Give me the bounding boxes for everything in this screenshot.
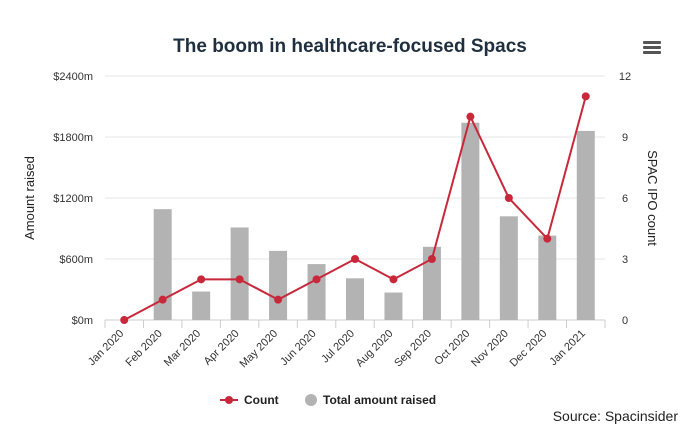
legend-count-label: Count: [244, 393, 279, 407]
x-tick-label: Jan 2021: [547, 328, 587, 368]
count-point: [158, 295, 167, 304]
legend-count-marker: [225, 396, 233, 404]
y-right-tick-label: 6: [622, 193, 628, 205]
y-right-tick-label: 0: [622, 315, 628, 327]
x-tick-label: Nov 2020: [469, 328, 511, 370]
y-left-tick-label: $1800m: [53, 132, 93, 144]
count-point: [235, 275, 244, 284]
bar: [153, 209, 172, 320]
x-tick-label: Dec 2020: [508, 328, 550, 370]
x-tick-label: Jul 2020: [319, 328, 357, 366]
bar: [269, 250, 288, 320]
y-right-axis-title: SPAC IPO count: [645, 150, 660, 246]
x-tick-label: Aug 2020: [354, 328, 396, 370]
y-left-tick-label: $0m: [72, 315, 93, 327]
legend-total-label: Total amount raised: [323, 393, 436, 407]
legend-item-count[interactable]: Count: [220, 393, 279, 407]
count-point: [427, 255, 436, 263]
y-right-tick-label: 9: [622, 132, 628, 144]
count-point: [504, 194, 513, 202]
hamburger-menu-icon[interactable]: [643, 41, 661, 57]
bar: [307, 264, 326, 320]
bar: [384, 292, 403, 320]
bar: [192, 291, 211, 320]
legend-item-total[interactable]: Total amount raised: [305, 393, 436, 407]
y-left-tick-label: $2400m: [53, 71, 93, 83]
y-left-axis-title: Amount raised: [22, 156, 37, 240]
x-tick-label: Mar 2020: [162, 328, 203, 369]
bar: [499, 216, 518, 320]
source-note: Source: Spacinsider: [552, 408, 678, 424]
count-point: [543, 234, 552, 243]
x-tick-label: Oct 2020: [432, 328, 472, 368]
x-tick-label: Jun 2020: [278, 328, 318, 368]
bar: [346, 278, 364, 320]
x-tick-label: Apr 2020: [202, 328, 242, 368]
bar: [422, 246, 441, 320]
count-point: [120, 316, 129, 324]
count-point: [312, 275, 321, 284]
count-point: [389, 275, 398, 284]
x-tick-label: Jan 2020: [86, 328, 126, 368]
bar: [538, 235, 557, 320]
y-right-tick-label: 3: [622, 254, 628, 266]
count-point: [197, 275, 206, 284]
y-left-tick-label: $600m: [59, 254, 93, 266]
chart-title: The boom in healthcare-focused Spacs: [173, 36, 527, 57]
x-tick-label: Feb 2020: [123, 328, 164, 369]
count-point: [581, 92, 590, 101]
bar: [576, 130, 595, 320]
count-point: [351, 255, 359, 263]
legend-total-marker: [305, 394, 317, 406]
x-tick-label: May 2020: [238, 328, 281, 371]
count-point: [274, 295, 283, 304]
y-left-tick-label: $1200m: [53, 193, 93, 205]
bar: [461, 122, 480, 321]
y-right-tick-label: 12: [619, 71, 631, 83]
count-point: [466, 112, 475, 121]
bar: [230, 227, 249, 320]
x-tick-label: Sep 2020: [392, 328, 434, 370]
